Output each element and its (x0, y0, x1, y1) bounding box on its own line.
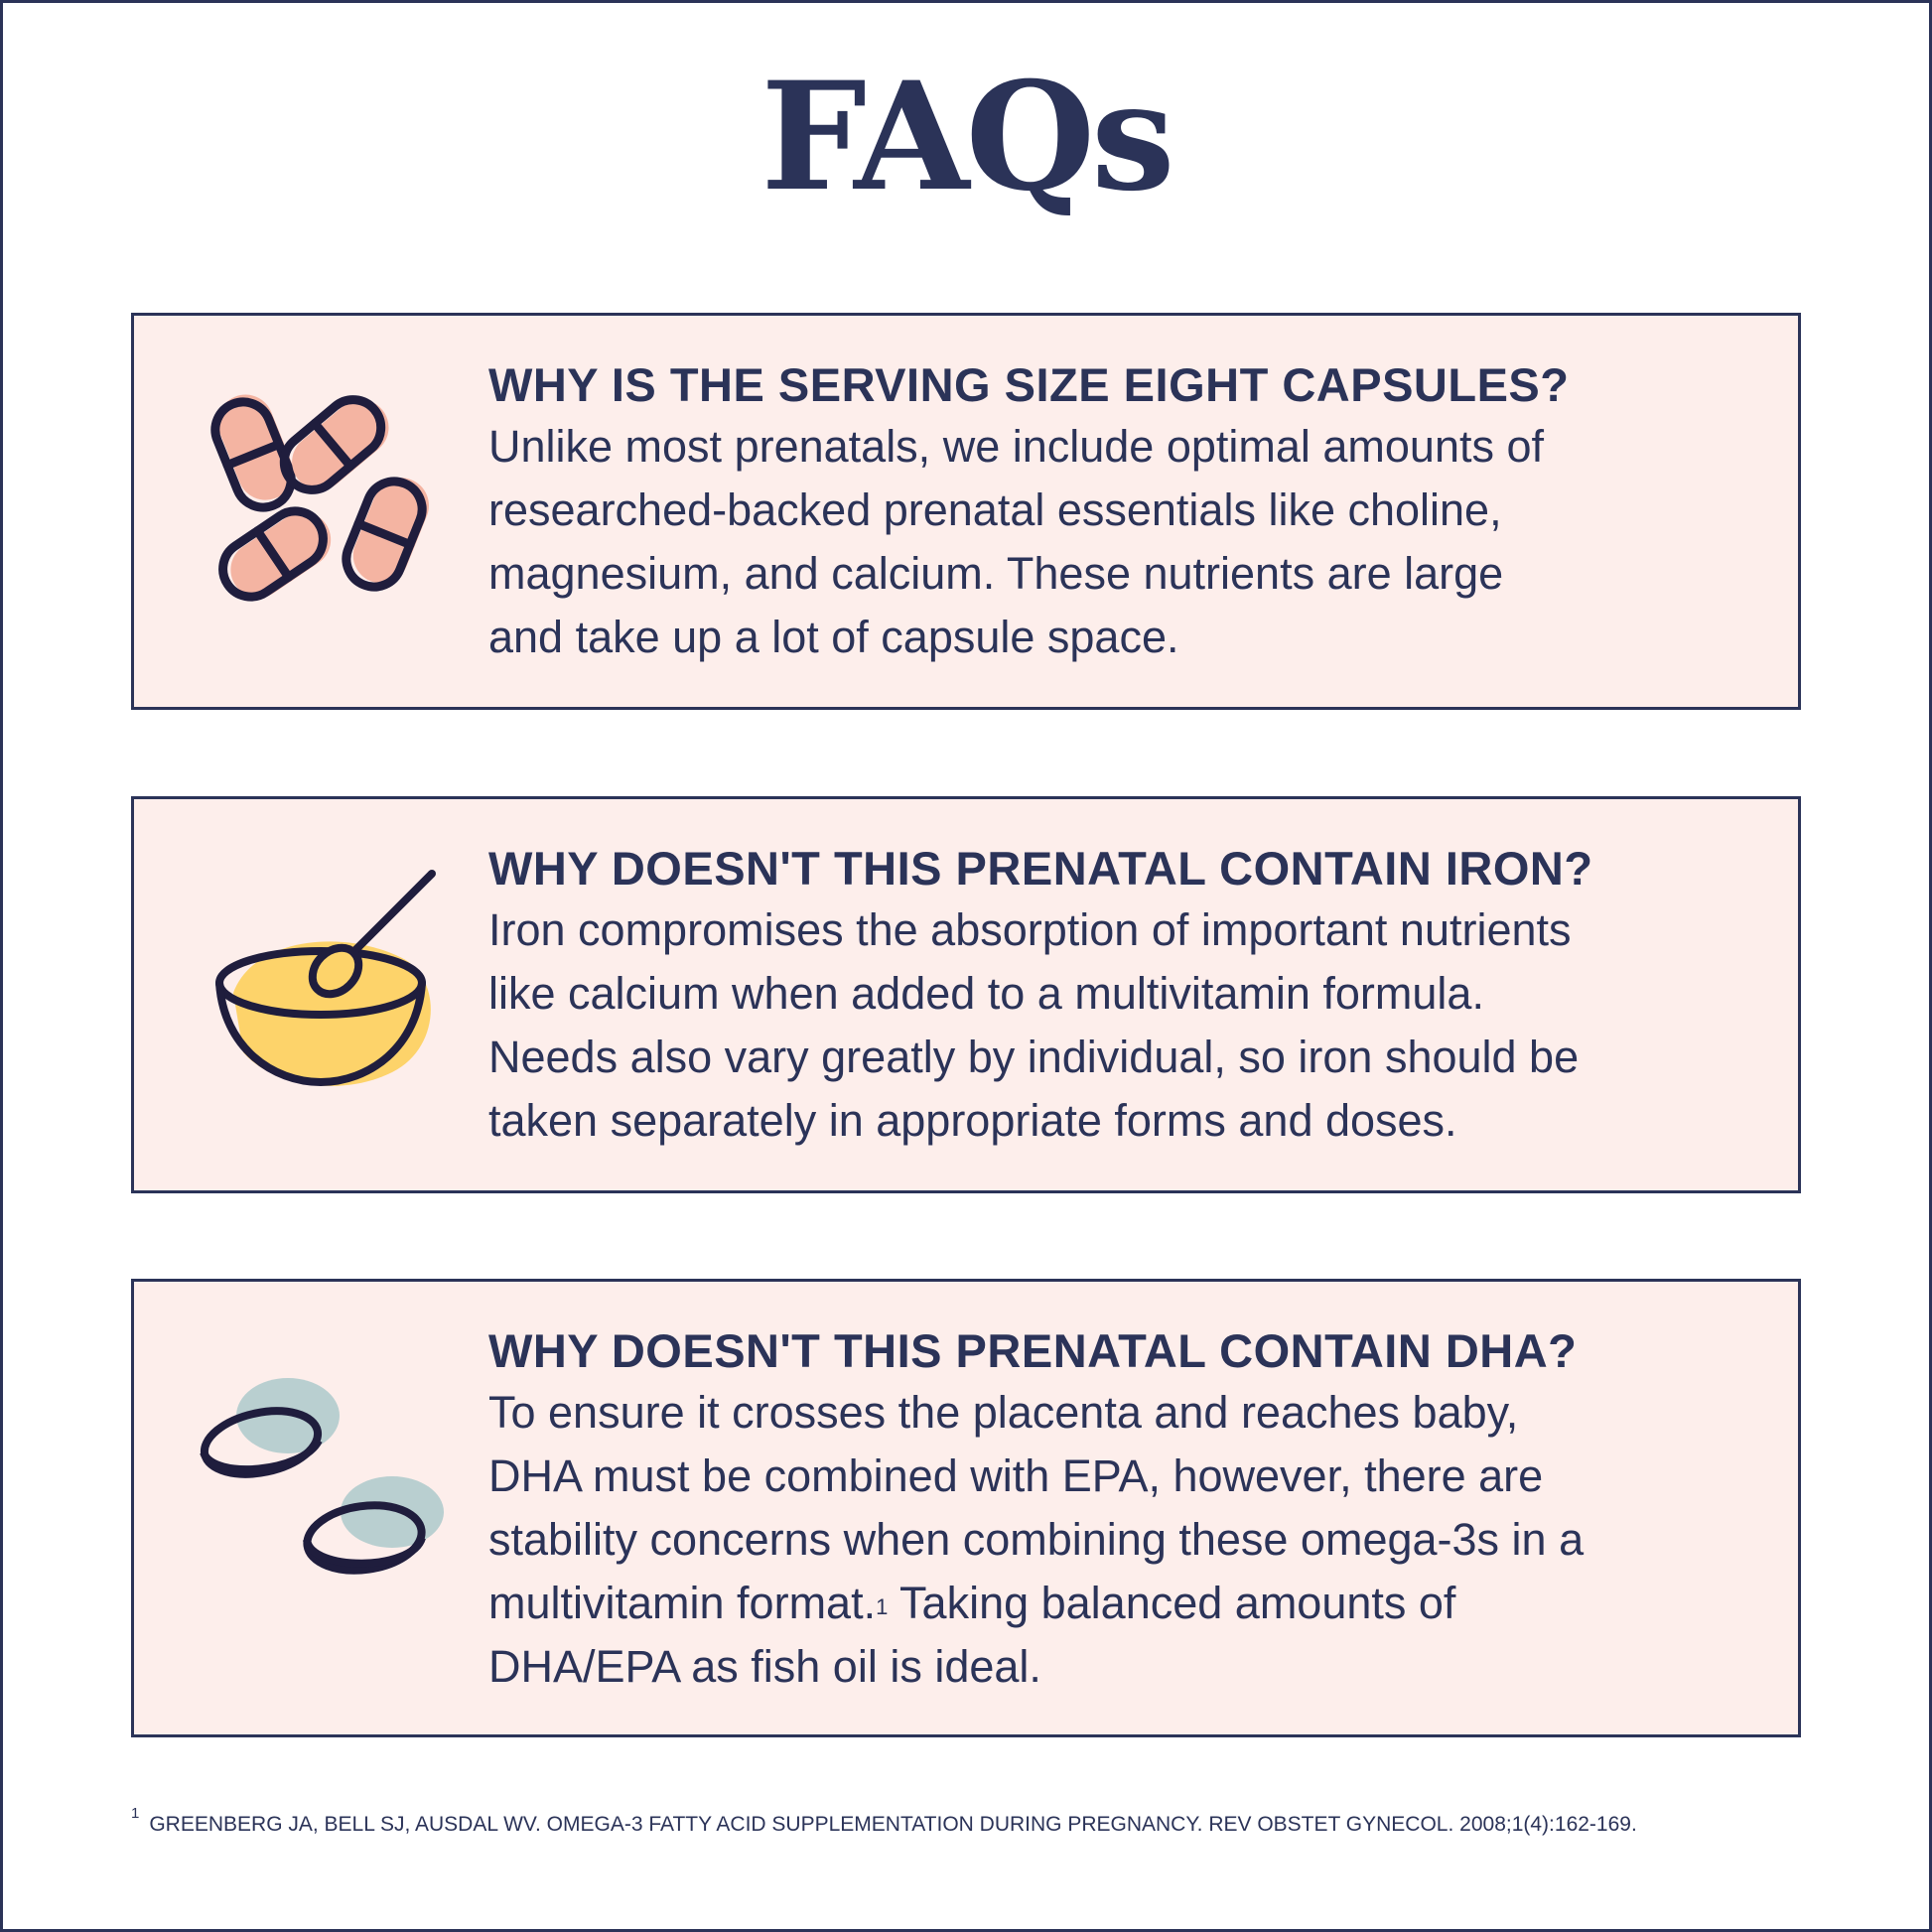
softgels-icon (200, 1378, 444, 1575)
faq-answer-line: To ensure it crosses the placenta and re… (488, 1387, 1519, 1438)
faq-answer-line: and take up a lot of capsule space. (488, 612, 1179, 662)
faq-answer-line: like calcium when added to a multivitami… (488, 968, 1484, 1019)
footnote-text: GREENBERG JA, BELL SJ, AUSDAL WV. OMEGA-… (149, 1813, 1637, 1836)
faq-card-dha: WHY DOESN'T THIS PRENATAL CONTAIN DHA? T… (131, 1279, 1801, 1737)
faq-answer-line: magnesium, and calcium. These nutrients … (488, 548, 1504, 599)
capsules-icon (210, 394, 429, 602)
footnote-reference: 1 (876, 1594, 889, 1619)
faq-question: WHY DOESN'T THIS PRENATAL CONTAIN DHA? (488, 1324, 1578, 1377)
faq-card-iron: WHY DOESN'T THIS PRENATAL CONTAIN IRON? … (131, 796, 1801, 1193)
faq-answer-line: researched-backed prenatal essentials li… (488, 484, 1502, 535)
faq-answer-line: DHA/EPA as fish oil is ideal. (488, 1641, 1041, 1692)
faq-card-serving-size: WHY IS THE SERVING SIZE EIGHT CAPSULES? … (131, 313, 1801, 710)
page-title: FAQs (760, 50, 1174, 224)
faq-answer-line: stability concerns when combining these … (488, 1514, 1585, 1565)
faq-question: WHY DOESN'T THIS PRENATAL CONTAIN IRON? (488, 842, 1593, 895)
faq-answer-line: Needs also vary greatly by individual, s… (488, 1032, 1580, 1082)
footnote: 1 GREENBERG JA, BELL SJ, AUSDAL WV. OMEGA… (131, 1805, 1637, 1837)
faq-answer-text: multivitamin format. (488, 1578, 877, 1628)
footnote-mark: 1 (131, 1805, 140, 1822)
faq-answer-line: Iron compromises the absorption of impor… (488, 904, 1572, 955)
faq-answer-line: Unlike most prenatals, we include optima… (488, 421, 1545, 472)
bowl-spoon-icon (215, 870, 436, 1087)
faq-question: WHY IS THE SERVING SIZE EIGHT CAPSULES? (488, 358, 1570, 411)
faq-answer-line: taken separately in appropriate forms an… (488, 1095, 1457, 1146)
faq-answer-text: Taking balanced amounts of (899, 1578, 1456, 1628)
faq-answer-line: multivitamin format.1 Taking balanced am… (488, 1572, 1584, 1635)
faq-answer-line: DHA must be combined with EPA, however, … (488, 1450, 1544, 1501)
